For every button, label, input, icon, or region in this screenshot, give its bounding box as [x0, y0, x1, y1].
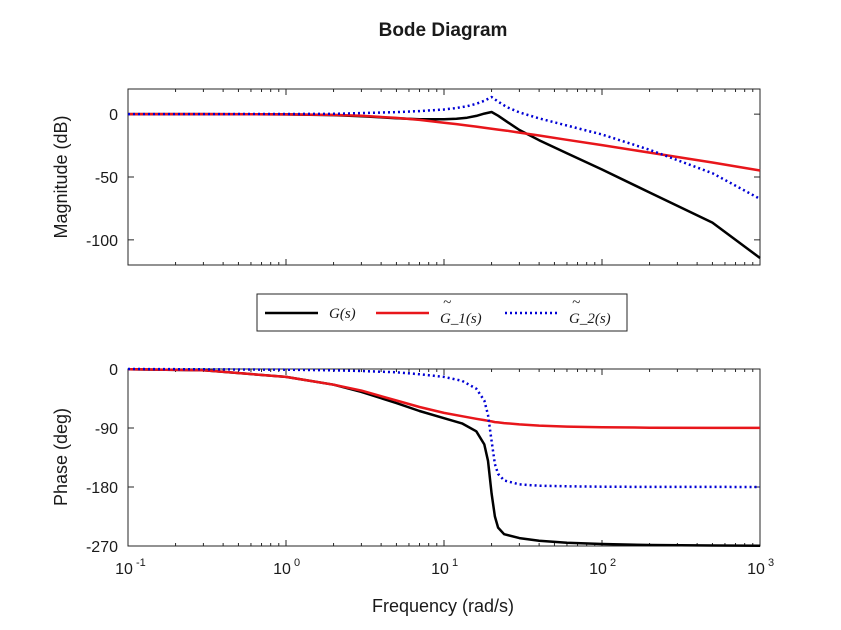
- phase-y-ticks: 0 -90 -180 -270: [86, 362, 760, 556]
- phase-x-ticks: [127, 369, 761, 546]
- phase-panel: 0 -90 -180 -270 Phase (deg): [51, 362, 761, 556]
- x-tick-exponent: 1: [452, 557, 458, 569]
- legend-label-g: G(s): [329, 306, 356, 322]
- x-tick-label: 10: [431, 561, 449, 578]
- magnitude-line-g2: [128, 95, 761, 200]
- phase-y-tick-label: -270: [86, 539, 118, 556]
- legend-label-g1: G_1(s): [440, 311, 482, 327]
- x-axis-label: Frequency (rad/s): [372, 596, 514, 616]
- x-tick-labels: 10 -1 10 0 10 1 10 2 10 3: [115, 557, 774, 578]
- x-tick-exponent: -1: [136, 557, 146, 569]
- x-tick-label: 10: [273, 561, 291, 578]
- x-tick-exponent: 2: [610, 557, 616, 569]
- magnitude-series: [128, 95, 761, 260]
- phase-axes-box: [127, 368, 761, 547]
- magnitude-y-tick-label: 0: [109, 107, 118, 124]
- phase-ylabel: Phase (deg): [51, 408, 71, 506]
- magnitude-y-ticks: 0 -50 -100: [86, 107, 760, 250]
- phase-y-tick-label: 0: [109, 362, 118, 379]
- x-tick-exponent: 0: [294, 557, 300, 569]
- chart-title: Bode Diagram: [379, 20, 508, 41]
- legend-tilde-g1: ~: [443, 295, 451, 311]
- x-tick-label: 10: [589, 561, 607, 578]
- magnitude-y-tick-label: -100: [86, 233, 118, 250]
- magnitude-x-ticks: [127, 89, 761, 265]
- magnitude-panel: 0 -50 -100 Magnitude (dB): [51, 88, 761, 266]
- magnitude-y-tick-label: -50: [95, 170, 118, 187]
- legend: G(s) ~ G_1(s) ~ G_2(s): [256, 293, 628, 332]
- legend-box: [256, 293, 628, 332]
- x-tick-label: 10: [115, 561, 133, 578]
- phase-y-tick-label: -180: [86, 480, 118, 497]
- magnitude-line-g1: [128, 112, 761, 172]
- phase-line-g2: [127, 367, 761, 489]
- phase-series: [127, 367, 761, 548]
- legend-tilde-g2: ~: [572, 295, 580, 311]
- legend-label-g2: G_2(s): [569, 311, 611, 327]
- magnitude-ylabel: Magnitude (dB): [51, 115, 71, 238]
- phase-y-tick-label: -90: [95, 421, 118, 438]
- x-tick-exponent: 3: [768, 557, 774, 569]
- x-tick-label: 10: [747, 561, 765, 578]
